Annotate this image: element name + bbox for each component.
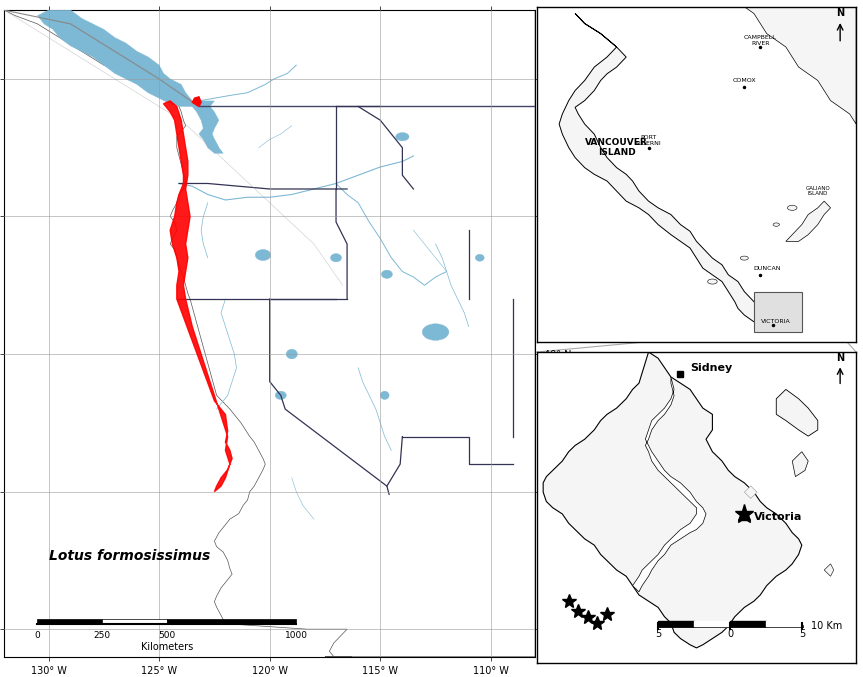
Polygon shape <box>37 10 197 106</box>
Polygon shape <box>744 486 757 498</box>
Text: Kilometers: Kilometers <box>141 642 193 651</box>
Polygon shape <box>559 14 770 328</box>
Polygon shape <box>192 97 201 106</box>
Text: 1000: 1000 <box>285 630 307 640</box>
Text: GALIANO
ISLAND: GALIANO ISLAND <box>805 185 830 196</box>
Text: 5: 5 <box>655 629 661 639</box>
Ellipse shape <box>255 250 271 261</box>
Ellipse shape <box>740 256 748 260</box>
Ellipse shape <box>381 270 393 278</box>
Text: COMOX: COMOX <box>733 78 756 83</box>
Polygon shape <box>744 7 856 124</box>
Polygon shape <box>792 452 808 477</box>
Text: N: N <box>836 353 844 363</box>
Ellipse shape <box>381 391 389 399</box>
Text: Victoria: Victoria <box>754 512 803 522</box>
Text: VICTORIA: VICTORIA <box>761 320 791 324</box>
Text: 250: 250 <box>93 630 110 640</box>
Text: N: N <box>836 9 844 18</box>
Text: CAMPBELL
RIVER: CAMPBELL RIVER <box>744 35 777 45</box>
Polygon shape <box>543 352 802 648</box>
Text: 0: 0 <box>35 630 41 640</box>
Ellipse shape <box>787 205 797 211</box>
Polygon shape <box>777 389 818 436</box>
Text: 0: 0 <box>727 629 733 639</box>
Text: 10 Km: 10 Km <box>811 621 842 631</box>
Bar <box>754 292 802 332</box>
Polygon shape <box>164 101 232 492</box>
Polygon shape <box>4 10 535 657</box>
Text: Sidney: Sidney <box>690 363 733 373</box>
Polygon shape <box>192 101 224 153</box>
Polygon shape <box>786 201 830 241</box>
Ellipse shape <box>396 133 409 141</box>
Ellipse shape <box>773 223 779 226</box>
Text: 500: 500 <box>158 630 175 640</box>
Text: VANCOUVER
ISLAND: VANCOUVER ISLAND <box>585 138 648 157</box>
Polygon shape <box>824 564 834 576</box>
Polygon shape <box>4 10 535 657</box>
Polygon shape <box>633 377 706 592</box>
Text: DUNCAN: DUNCAN <box>753 265 780 271</box>
Text: 5: 5 <box>798 629 805 639</box>
Ellipse shape <box>331 254 342 262</box>
Ellipse shape <box>476 255 484 261</box>
Ellipse shape <box>287 349 298 359</box>
Ellipse shape <box>422 324 449 341</box>
Ellipse shape <box>708 279 717 284</box>
Text: Lotus formosissimus: Lotus formosissimus <box>48 550 210 563</box>
Ellipse shape <box>275 391 287 399</box>
Text: PORT
ALBERNI: PORT ALBERNI <box>635 135 662 146</box>
